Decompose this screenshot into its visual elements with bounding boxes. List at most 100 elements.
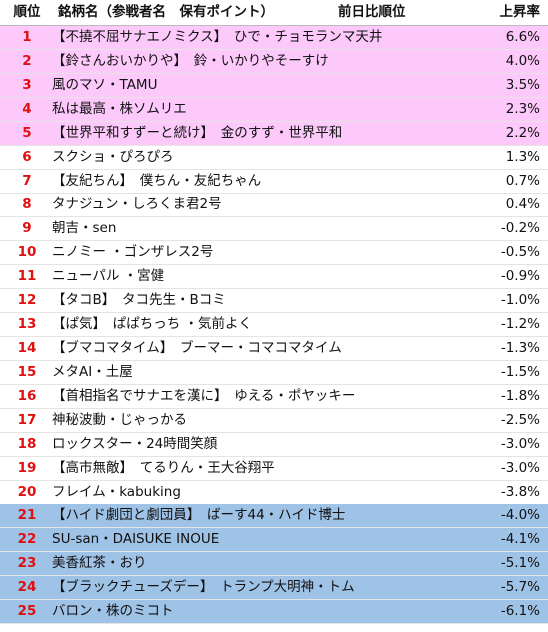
- rank-cell: 14: [17, 340, 37, 356]
- rate-cell: -3.0%: [500, 459, 540, 476]
- rate-cell: -1.8%: [500, 387, 540, 404]
- header-cell: 銘柄名（参戦者名 保有ポイント）: [58, 4, 274, 20]
- rate-cell: -3.0%: [500, 435, 540, 452]
- rate-cell: -1.5%: [500, 363, 540, 380]
- table-row: 24 【ブラックチューズデー】 トランプ大明神・トム -5.7%: [0, 576, 548, 601]
- table-row: 19 【高市無敵】 てるりん・王大谷翔平 -3.0%: [0, 457, 548, 481]
- rate-cell: -6.1%: [500, 603, 540, 620]
- table-row: 8 タナジュン・しろくま君2号 0.4%: [0, 193, 548, 218]
- table-row: 22 SU-san・DAISUKE INOUE -4.1%: [0, 528, 548, 553]
- name-cell: バロン・株のミコト: [52, 603, 174, 620]
- name-cell: 朝吉・sen: [52, 220, 117, 237]
- name-cell: 【ブラックチューズデー】 トランプ大明神・トム: [52, 579, 355, 596]
- header-cell: 前日比順位: [338, 4, 406, 20]
- name-cell: メタAI・土屋: [52, 363, 133, 380]
- rank-cell: 5: [22, 124, 32, 141]
- table-row: 15 メタAI・土屋 -1.5%: [0, 361, 548, 385]
- table-row: 14 【ブマコマタイム】 ブーマー・コマコマタイム -1.3%: [0, 337, 548, 361]
- rank-cell: 12: [17, 292, 37, 309]
- name-cell: ニューパル ・宮健: [52, 268, 165, 285]
- name-cell: 【タコB】 タコ先生・Bコミ: [52, 292, 226, 309]
- rank-cell: 16: [17, 387, 37, 404]
- name-cell: 【不撓不屈サナエノミクス】 ひで・チョモランマ天井: [52, 29, 383, 45]
- name-cell: ニノミー ・ゴンザレス2号: [52, 244, 214, 261]
- table-row: 9 朝吉・sen -0.2%: [0, 217, 548, 242]
- rank-cell: 8: [22, 196, 32, 213]
- table-row: 17 神秘波動・じゃっかる -2.5%: [0, 409, 548, 433]
- rank-cell: 20: [17, 483, 37, 500]
- rate-cell: 0.4%: [505, 196, 540, 213]
- rank-cell: 18: [17, 435, 37, 452]
- rate-cell: -0.9%: [500, 268, 540, 285]
- rank-cell: 11: [17, 268, 37, 285]
- rate-cell: -1.3%: [500, 340, 540, 356]
- rank-cell: 13: [17, 316, 37, 332]
- name-cell: 【ぱ気】 ぱぱちっち ・気前よく: [52, 316, 253, 332]
- rate-cell: 6.6%: [505, 29, 540, 45]
- table-row: 18 ロックスター・24時間笑顔 -3.0%: [0, 433, 548, 457]
- name-cell: タナジュン・しろくま君2号: [52, 196, 222, 213]
- rank-cell: 9: [22, 220, 32, 237]
- table-row: 16 【首相指名でサナエを漢に】 ゆえる・ポヤッキー -1.8%: [0, 385, 548, 409]
- name-cell: 私は最高・株ソムリエ: [52, 100, 187, 117]
- name-cell: 神秘波動・じゃっかる: [52, 411, 187, 428]
- table-row: 6 スクショ・ぴろぴろ 1.3%: [0, 146, 548, 170]
- rate-cell: -3.8%: [500, 483, 540, 500]
- name-cell: 【ハイド劇団と劇団員】 ばーす44・ハイド博士: [52, 507, 346, 524]
- rank-cell: 25: [17, 603, 37, 620]
- name-cell: 【友紀ちん】 僕ちん・友紀ちゃん: [52, 172, 262, 189]
- rate-cell: -1.0%: [500, 292, 540, 309]
- table-row: 2 【鈴さんおいかりや】 鈴・いかりやそーすけ 4.0%: [0, 49, 548, 74]
- table-row: 7 【友紀ちん】 僕ちん・友紀ちゃん 0.7%: [0, 170, 548, 194]
- table-row: 5 【世界平和すずーと続け】 金のすず・世界平和 2.2%: [0, 121, 548, 146]
- table-row: 21 【ハイド劇団と劇団員】 ばーす44・ハイド博士 -4.0%: [0, 504, 548, 529]
- rate-cell: 0.7%: [505, 172, 540, 189]
- table-row: 4 私は最高・株ソムリエ 2.3%: [0, 97, 548, 122]
- table-row: 20 フレイム・kabuking -3.8%: [0, 481, 548, 505]
- rate-cell: -0.2%: [500, 220, 540, 237]
- rate-cell: 2.3%: [505, 100, 540, 117]
- name-cell: 【高市無敵】 てるりん・王大谷翔平: [52, 459, 275, 476]
- rank-cell: 7: [22, 172, 32, 189]
- rate-cell: -2.5%: [500, 411, 540, 428]
- rank-cell: 6: [22, 148, 32, 165]
- rate-cell: -4.1%: [500, 531, 540, 548]
- rank-cell: 23: [17, 555, 37, 572]
- name-cell: フレイム・kabuking: [52, 483, 181, 500]
- name-cell: 【ブマコマタイム】 ブーマー・コマコマタイム: [52, 340, 342, 356]
- rank-cell: 22: [17, 531, 37, 548]
- rank-cell: 2: [22, 52, 32, 69]
- rate-cell: -5.1%: [500, 555, 540, 572]
- table-row: 23 美香紅茶・おり -5.1%: [0, 552, 548, 577]
- name-cell: 風のマソ・TAMU: [52, 76, 158, 93]
- rate-cell: 3.5%: [505, 76, 540, 93]
- rank-cell: 19: [17, 459, 37, 476]
- rate-cell: -5.7%: [500, 579, 540, 596]
- name-cell: 【首相指名でサナエを漢に】 ゆえる・ポヤッキー: [52, 387, 356, 404]
- table-row: 12 【タコB】 タコ先生・Bコミ -1.0%: [0, 289, 548, 314]
- name-cell: 美香紅茶・おり: [52, 555, 147, 572]
- header-row: 順位 銘柄名（参戦者名 保有ポイント） 前日比順位 上昇率: [0, 0, 548, 26]
- rate-cell: -4.0%: [500, 507, 540, 524]
- name-cell: ロックスター・24時間笑顔: [52, 435, 218, 452]
- table-row: 11 ニューパル ・宮健 -0.9%: [0, 265, 548, 290]
- table-row: 1 【不撓不屈サナエノミクス】 ひで・チョモランマ天井 6.6%: [0, 26, 548, 50]
- table-row: 3 風のマソ・TAMU 3.5%: [0, 73, 548, 98]
- name-cell: スクショ・ぴろぴろ: [52, 148, 174, 165]
- rank-cell: 17: [17, 411, 37, 428]
- table-row: 25 バロン・株のミコト -6.1%: [0, 600, 548, 625]
- rank-cell: 1: [22, 29, 32, 45]
- rate-cell: 2.2%: [505, 124, 540, 141]
- rate-cell: 4.0%: [505, 52, 540, 69]
- rank-cell: 24: [17, 579, 37, 596]
- name-cell: 【世界平和すずーと続け】 金のすず・世界平和: [52, 124, 343, 141]
- name-cell: 【鈴さんおいかりや】 鈴・いかりやそーすけ: [52, 52, 329, 69]
- table-row: 13 【ぱ気】 ぱぱちっち ・気前よく -1.2%: [0, 313, 548, 337]
- header-cell: 上昇率: [499, 4, 541, 20]
- table-row: 10 ニノミー ・ゴンザレス2号 -0.5%: [0, 241, 548, 266]
- header-cell: 順位: [13, 4, 41, 20]
- rank-cell: 4: [22, 100, 32, 117]
- rank-cell: 21: [17, 507, 37, 524]
- rate-cell: -1.2%: [500, 316, 540, 332]
